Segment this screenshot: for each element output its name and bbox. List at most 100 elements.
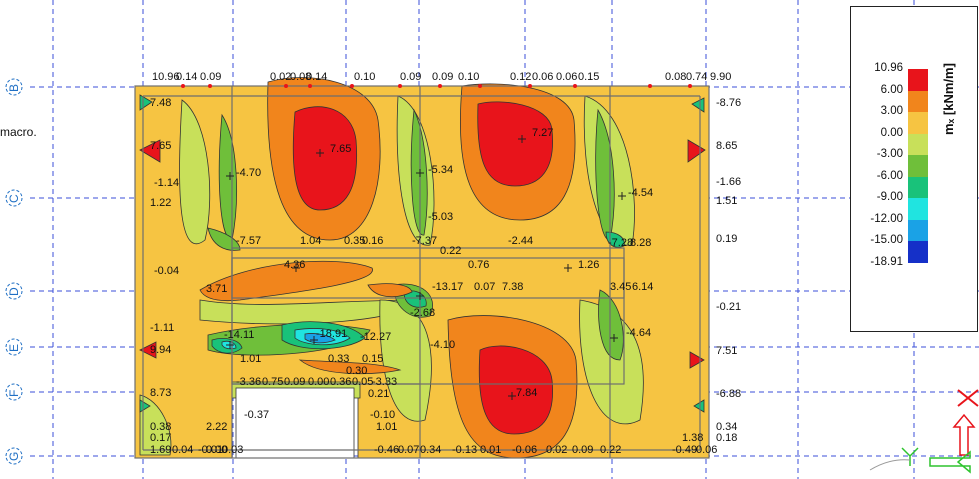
value-label: -6.88: [716, 388, 741, 400]
legend-swatch: [908, 176, 928, 198]
value-label: 0.76: [468, 259, 489, 271]
value-label: 0.14: [306, 71, 327, 83]
value-label: 0.18: [716, 432, 737, 444]
axis-label-d: D: [7, 287, 21, 296]
value-label: -1.11: [150, 322, 174, 334]
value-label: -7.57: [236, 235, 261, 247]
legend-title: mₓ [kNm/m]: [941, 63, 956, 135]
value-label: 0.05: [352, 376, 373, 388]
value-label: -0.21: [716, 301, 741, 313]
legend-swatch: [908, 198, 928, 220]
value-label: 4.36: [284, 259, 305, 271]
value-label: 8.73: [150, 387, 171, 399]
value-label: 0.10: [458, 71, 479, 83]
value-label: 0.08: [665, 71, 686, 83]
value-label: 0.10: [354, 71, 375, 83]
value-label: 0.04: [172, 444, 193, 456]
value-label: -7.37: [412, 235, 437, 247]
axis-label-e: E: [7, 344, 21, 352]
axis-label-g: G: [7, 452, 21, 461]
legend-swatch: [908, 133, 928, 155]
value-label: 0.17: [150, 432, 171, 444]
value-label: -18.91: [316, 328, 347, 340]
value-label: 0.06: [532, 71, 553, 83]
value-label: 0.36: [330, 376, 351, 388]
value-label: 1.01: [240, 353, 261, 365]
legend-value: -9.00: [876, 191, 903, 203]
value-label: -5.03: [428, 211, 453, 223]
value-label: -1.66: [716, 176, 741, 188]
coordinate-axes-icon: [869, 389, 979, 474]
legend-swatch: [908, 219, 928, 241]
value-label: 7.65: [150, 140, 171, 152]
legend-value: 10.96: [874, 62, 903, 74]
value-label: 8.65: [716, 140, 737, 152]
value-label: 0.07: [398, 444, 419, 456]
axis-markers: B C D E F G: [5, 78, 23, 465]
value-label: -4.54: [628, 187, 653, 199]
green-strip-left: [179, 99, 211, 245]
value-label: 7.84: [516, 387, 537, 399]
value-label: 10.96: [152, 71, 180, 83]
legend-swatch: [908, 241, 928, 263]
value-label: 1.01: [376, 421, 397, 433]
legend-swatch: [908, 90, 928, 112]
value-label: -2.68: [410, 307, 435, 319]
value-label: -5.34: [428, 164, 453, 176]
legend-value: -12.00: [870, 212, 903, 225]
slab-opening: [235, 387, 355, 459]
value-label: -7.28: [608, 237, 633, 249]
value-label: 3.45: [610, 281, 631, 293]
value-label: 0.16: [362, 235, 383, 247]
value-label: 0.06: [556, 71, 577, 83]
value-label: -0.46: [374, 444, 399, 456]
value-label: 0.09: [432, 71, 453, 83]
value-label: 0.74: [686, 71, 707, 83]
value-label: -4.70: [236, 167, 261, 179]
value-label: 0.38: [150, 421, 171, 433]
legend-swatch: [908, 69, 928, 91]
slab-contours: [134, 77, 710, 459]
value-label: 0.00: [206, 444, 227, 456]
value-label: 0.08: [290, 71, 311, 83]
value-label: 0.34: [716, 421, 737, 433]
value-label: 7.48: [150, 97, 171, 109]
value-label: -13.17: [432, 281, 463, 293]
value-label: 1.38: [682, 432, 703, 444]
value-label: -0.37: [244, 409, 269, 421]
axis-label-b: B: [7, 84, 21, 92]
value-label: 0.15: [362, 353, 383, 365]
support-markers: [181, 84, 692, 88]
value-label: 0.19: [716, 233, 737, 245]
value-label: 0.15: [578, 71, 599, 83]
legend-swatch: [908, 112, 928, 134]
legend-value: 0.00: [880, 126, 903, 139]
value-label: 0.09: [572, 444, 593, 456]
value-label: 1.22: [150, 197, 171, 209]
value-label: 7.51: [716, 345, 737, 357]
value-label: -4.64: [626, 327, 651, 339]
value-label: 0.09: [200, 71, 221, 83]
value-label: 9.90: [710, 71, 731, 83]
value-label: 0.03: [222, 444, 243, 456]
value-label: -0.49: [672, 444, 697, 456]
value-label: -1.14: [154, 177, 179, 189]
value-label: 0.14: [176, 71, 197, 83]
value-label: 0.00: [308, 376, 329, 388]
value-label: 1.69: [150, 444, 171, 456]
value-label: 6.14: [632, 281, 653, 293]
value-label: 0.02: [270, 71, 291, 83]
value-label: -3.33: [372, 376, 397, 388]
value-label: 1.51: [716, 195, 737, 207]
value-label: 0.35: [344, 235, 365, 247]
result-markers: [226, 135, 626, 400]
color-legend: mₓ [kNm/m] 10.96 6.00 3.00 0.00 -3.00 -6.00 -9…: [850, 6, 978, 332]
value-label: 2.22: [206, 421, 227, 433]
value-label: 9.94: [150, 344, 171, 356]
value-label: -8.76: [716, 97, 741, 109]
value-label: 3.71: [206, 283, 227, 295]
value-label: -0.10: [370, 409, 395, 421]
value-label: 0.09: [284, 376, 305, 388]
value-label: 7.65: [330, 143, 351, 155]
